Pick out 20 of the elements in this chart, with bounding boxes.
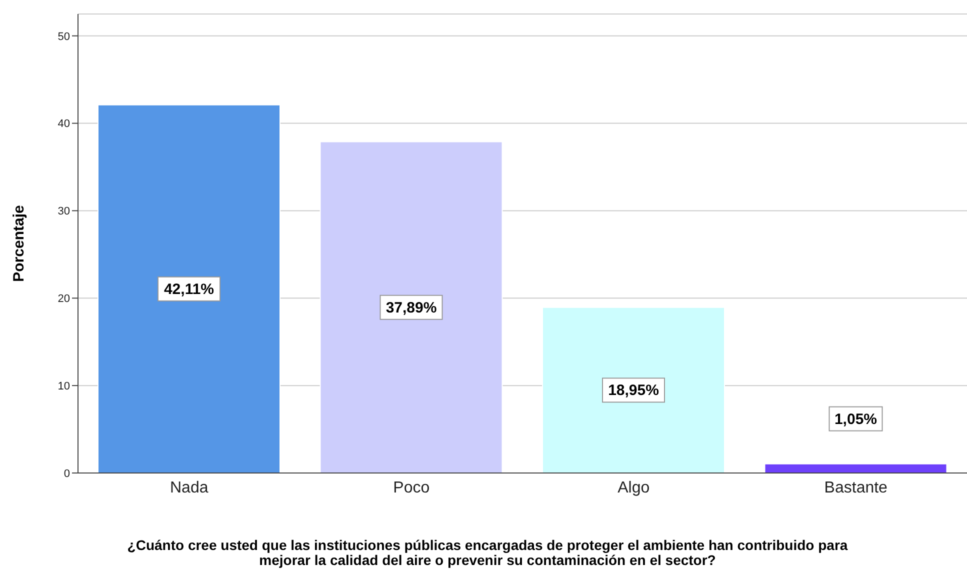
y-tick-label: 20 [58,293,70,306]
y-tick-label: 0 [64,468,70,480]
y-tick-label: 10 [58,380,70,392]
y-tick-label: 40 [58,118,70,130]
y-tick-label: 30 [58,206,70,218]
bar [542,306,726,473]
x-tick-label: Bastante [824,479,888,496]
bar [764,463,948,473]
x-tick-label: Nada [170,479,208,496]
data-label: 42,11% [164,280,214,298]
x-tick-label: Poco [393,479,430,496]
bar [320,141,503,473]
x-tick-label: Algo [618,479,650,496]
data-label: 37,89% [386,299,437,316]
x-axis-title: ¿Cuánto cree usted que las instituciones públicas encargadas de proteger el ambiente han contribuido para mejorar la calidad del aire o prevenir su contaminación en el sector? [126,537,849,568]
bar [98,104,281,473]
data-label: 1,05% [834,410,878,428]
y-tick-label: 50 [58,30,70,43]
y-axis-title: Porcentaje [10,205,28,282]
data-label: 18,95% [608,382,659,400]
